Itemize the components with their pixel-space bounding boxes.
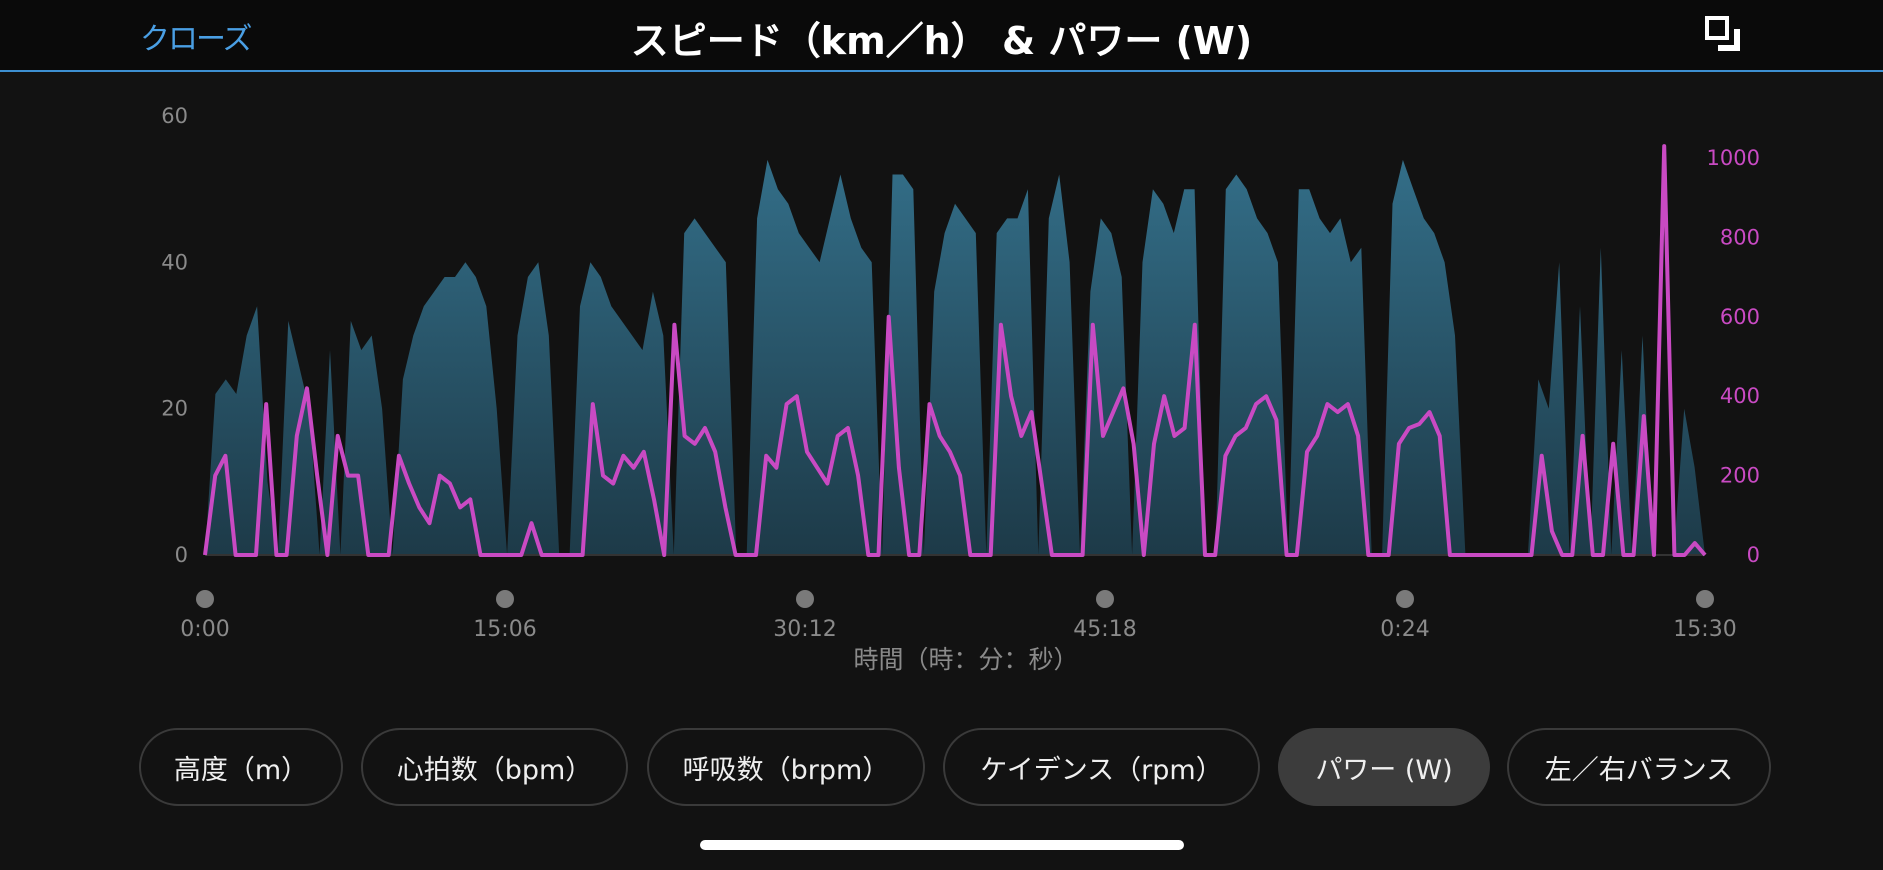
speed-power-chart: 0 20 40 60 0 200 400 600 800 1000 0:00 15:06 30:12… <box>161 104 1760 674</box>
tab-left-right-balance[interactable]: 左／右バランス <box>1507 728 1771 806</box>
x-tick-label: 0:00 <box>180 617 229 642</box>
x-tick-label: 45:18 <box>1073 617 1136 642</box>
y-right-tick-label: 1000 <box>1707 146 1760 170</box>
chart-area: 0 20 40 60 0 200 400 600 800 1000 0:00 15:06 30:12… <box>0 74 1883 694</box>
x-tick-label: 0:24 <box>1380 617 1429 642</box>
fullscreen-icon <box>1705 16 1740 51</box>
power-line-series <box>203 144 1707 557</box>
chart-title: スピード（km／h） & パワー (W) <box>630 19 1253 63</box>
y-right-tick-label: 200 <box>1720 464 1760 488</box>
y-left-tick-label: 0 <box>175 543 188 567</box>
x-axis-label: 時間（時：分：秒） <box>853 645 1078 674</box>
tab-heart-rate[interactable]: 心拍数（bpm） <box>361 728 628 806</box>
y-left-tick-label: 20 <box>161 397 188 421</box>
y-right-tick-label: 600 <box>1720 305 1760 329</box>
tab-power[interactable]: パワー (W) <box>1278 728 1490 806</box>
x-tick-label: 30:12 <box>773 617 836 642</box>
header-bar: クローズ スピード（km／h） & パワー (W) <box>0 0 1883 72</box>
speed-area-series <box>205 159 1705 555</box>
y-left-tick-label: 60 <box>161 104 188 128</box>
x-tick-marker[interactable] <box>496 590 514 608</box>
x-tick-label: 15:30 <box>1673 617 1736 642</box>
x-tick-marker[interactable] <box>1396 590 1414 608</box>
x-tick-label: 15:06 <box>473 617 536 642</box>
tab-altitude[interactable]: 高度（m） <box>139 728 343 806</box>
x-tick-marker[interactable] <box>796 590 814 608</box>
fullscreen-button[interactable] <box>1704 15 1744 55</box>
y-right-tick-label: 800 <box>1720 225 1760 249</box>
x-tick-marker[interactable] <box>1096 590 1114 608</box>
y-right-tick-label: 0 <box>1747 543 1760 567</box>
tab-cadence[interactable]: ケイデンス（rpm） <box>943 728 1260 806</box>
y-left-tick-label: 40 <box>161 250 188 274</box>
x-tick-marker[interactable] <box>196 590 214 608</box>
y-right-tick-label: 400 <box>1720 384 1760 408</box>
x-tick-marker[interactable] <box>1696 590 1714 608</box>
metric-tabs: 高度（m） 心拍数（bpm） 呼吸数（brpm） ケイデンス（rpm） パワー … <box>0 726 1883 810</box>
tab-respiration-rate[interactable]: 呼吸数（brpm） <box>647 728 925 806</box>
home-indicator <box>700 840 1184 850</box>
close-button[interactable]: クローズ <box>140 22 252 57</box>
